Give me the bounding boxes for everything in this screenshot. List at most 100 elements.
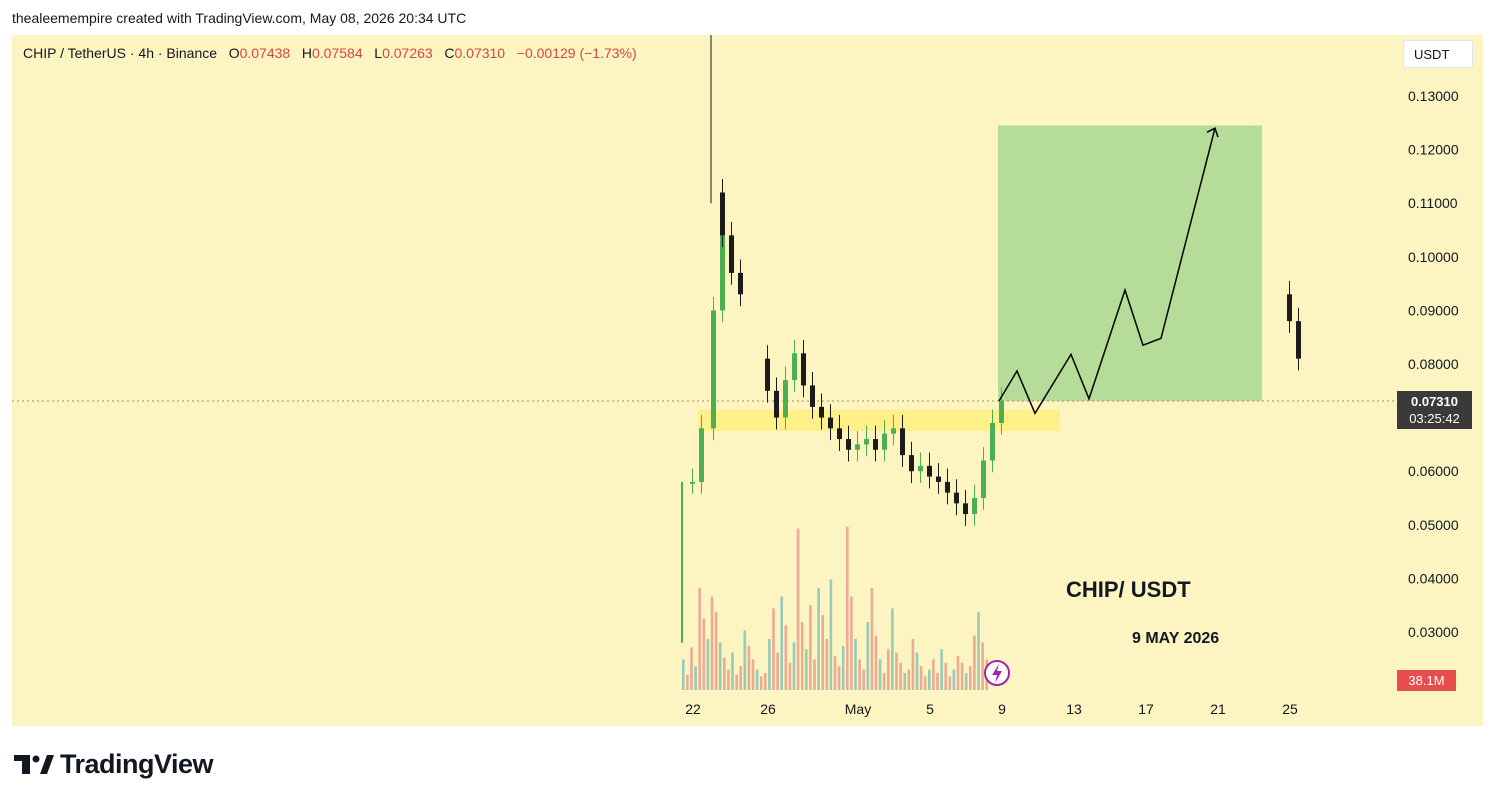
volume-bar [735,674,738,690]
volume-tag: 38.1M [1397,670,1456,691]
candle-body [699,428,704,466]
volume-bar [776,652,779,690]
y-tick-label: 0.05000 [1408,517,1459,533]
low-value: 0.07263 [382,45,433,61]
volume-bar [862,669,865,690]
volume-bar [928,669,931,690]
candle-body [711,310,716,429]
volume-bar [821,615,824,690]
tradingview-brand[interactable]: TradingView [14,748,214,780]
volume-bar [841,645,845,690]
projection-path [998,127,1216,415]
chart-area[interactable]: 0.13000 0.12000 0.11000 0.10000 0.09000 0.080… [12,35,1483,726]
volume-bar [755,669,759,690]
volume-bar [805,649,808,690]
volume-bar [887,649,890,690]
y-tick-label: 0.06000 [1408,463,1459,479]
symbol-label[interactable]: CHIP / TetherUS · 4h · Binance [23,45,218,61]
volume-bar [944,662,947,690]
chart-credit: thealeemempire created with TradingView.… [12,10,467,26]
candle-body [936,476,941,482]
lightning-bolt [992,664,1002,683]
brand-name: TradingView [60,748,214,779]
candle-body [990,422,995,461]
candle-body [774,390,779,418]
projection-arrowhead [1206,127,1219,138]
ohlc-legend: CHIP / TetherUS · 4h · Binance O0.07438 … [23,45,637,61]
candle-body [720,192,725,311]
volume-bar [915,652,919,690]
open-label: O [228,45,240,61]
candle-body [738,272,743,295]
candle-body [873,439,878,450]
last-price-tag: 0.07310 03:25:42 [1397,391,1472,429]
candle-body [729,235,734,273]
volume-bar [874,635,878,690]
volume-bar [682,659,685,690]
volume-bar [854,639,857,690]
volume-bar [837,666,841,690]
volume-bar [833,656,837,690]
volume-bar [723,657,726,690]
volume-bar [759,676,763,690]
candle-body [690,481,695,484]
volume-bar [936,673,939,690]
volume-bar [817,588,820,690]
last-price-value: 0.07310 [1411,394,1458,409]
change-value: −0.00129 (−1.73%) [516,45,637,61]
x-tick-label: 22 [685,701,701,717]
low-label: L [374,45,383,61]
volume-bar [698,588,701,690]
candle-body [927,465,932,477]
candle-body [909,455,914,472]
candle-body [1296,321,1301,359]
volume-bar [969,666,972,690]
y-tick-label: 0.08000 [1408,356,1459,372]
x-tick-label: 25 [1282,701,1298,717]
volume-bar [792,642,796,690]
bar-countdown: 03:25:42 [1409,411,1460,426]
volume-bar [788,662,792,690]
candle-body [819,406,824,418]
volume-bar [899,662,902,690]
volume-bar [796,528,800,690]
volume-bar [964,673,968,690]
currency-button[interactable]: USDT [1403,40,1473,68]
candle-body [1287,294,1292,322]
volume-bar [743,630,747,690]
x-tick-label: 13 [1066,701,1082,717]
candle-body [891,428,896,434]
annotation-title: CHIP/ USDT [1066,577,1191,602]
volume-bar [784,625,788,690]
volume-bar [870,588,874,690]
volume-bar [694,666,697,690]
volume-bar [809,605,812,690]
volume-bar [764,673,767,690]
candle-body [720,213,725,236]
candle-body [972,498,977,515]
y-tick-label: 0.11000 [1408,195,1458,211]
volume-bar [973,635,976,690]
candle-body [945,481,950,493]
candle-body [810,385,815,407]
price-chart[interactable]: 0.13000 0.12000 0.11000 0.10000 0.09000 0.080… [12,35,1483,726]
y-tick-label: 0.09000 [1408,302,1459,318]
volume-bar [772,608,775,690]
volume-bar [919,666,923,690]
volume-bar [846,526,849,690]
volume-bar [895,652,898,690]
volume-bar [981,642,984,690]
volume-bar [878,659,882,690]
support-zone [698,409,1060,431]
candle-body [954,492,959,504]
x-tick-label: 26 [760,701,776,717]
volume-bar [907,669,911,690]
candle-body [765,358,770,391]
volume-bar [710,596,714,690]
close-value: 0.07310 [454,45,506,61]
volume-bar [727,669,730,690]
annotation-date: 9 MAY 2026 [1132,630,1219,647]
volume-bar [690,647,693,690]
volume-bar [911,639,915,690]
volume-bar [866,622,870,690]
